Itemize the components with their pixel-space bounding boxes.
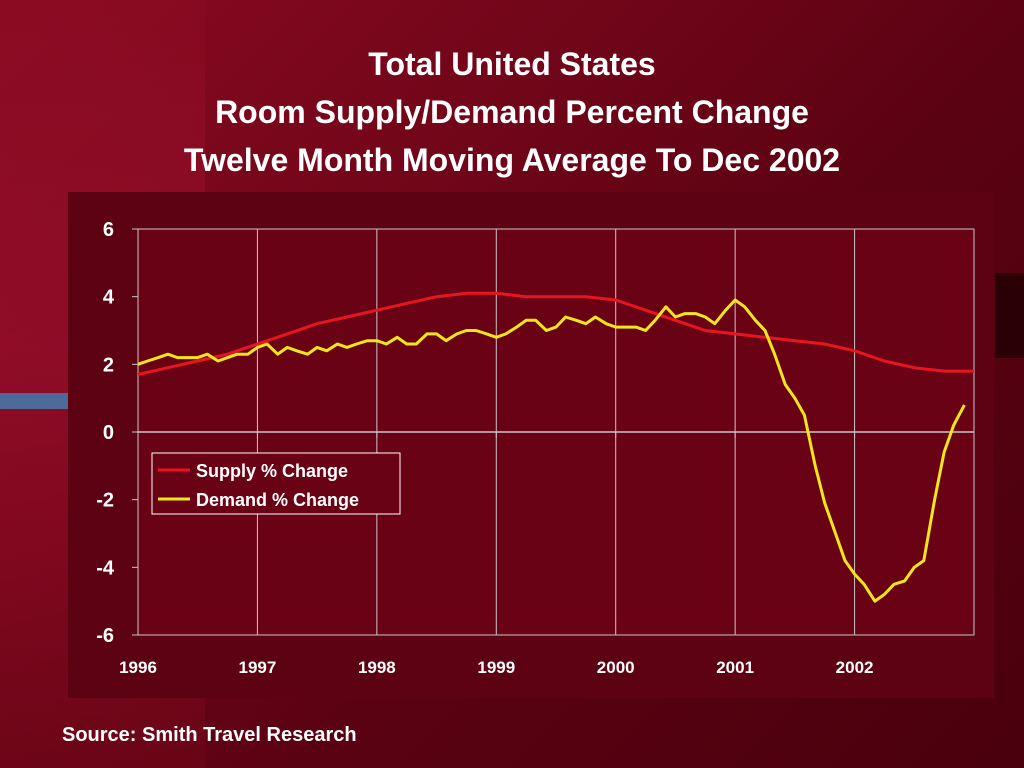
legend-label-supply: Supply % Change (196, 461, 348, 481)
x-tick-label: 2001 (716, 658, 754, 677)
y-tick-label: 0 (103, 422, 114, 444)
y-tick-label: -4 (96, 557, 115, 579)
series-lines (137, 291, 974, 603)
chart-title: Total United States Room Supply/Demand P… (0, 40, 1024, 184)
x-axis-ticks: 1996 1997 1998 1999 2000 2001 2002 (119, 658, 873, 677)
title-line-1: Total United States (368, 46, 656, 82)
legend-box (151, 452, 401, 515)
x-tick-label: 1998 (358, 658, 396, 677)
y-tick-label: -6 (96, 625, 114, 647)
x-tick-label: 2000 (597, 658, 635, 677)
series-line-demand (137, 298, 966, 603)
y-tick-label: 2 (103, 354, 114, 376)
legend: Supply % Change Demand % Change (151, 452, 401, 515)
y-tick-label: 6 (103, 219, 114, 241)
decorative-blue-bar (0, 393, 68, 409)
title-line-2: Room Supply/Demand Percent Change (215, 94, 809, 130)
title-line-3: Twelve Month Moving Average To Dec 2002 (183, 142, 841, 178)
x-tick-label: 2002 (836, 658, 874, 677)
x-tick-label: 1999 (477, 658, 515, 677)
legend-label-demand: Demand % Change (196, 490, 359, 510)
x-tick-label: 1996 (119, 658, 157, 677)
decorative-dark-block (995, 273, 1024, 358)
series-line-supply (137, 291, 974, 376)
y-axis-ticks: 6 4 2 0 -2 -4 -6 (96, 219, 115, 647)
y-tick-label: 4 (103, 287, 115, 309)
grid-lines (132, 228, 975, 636)
y-tick-label: -2 (96, 490, 114, 512)
source-note: Source: Smith Travel Research (62, 724, 357, 746)
x-tick-label: 1997 (239, 658, 277, 677)
